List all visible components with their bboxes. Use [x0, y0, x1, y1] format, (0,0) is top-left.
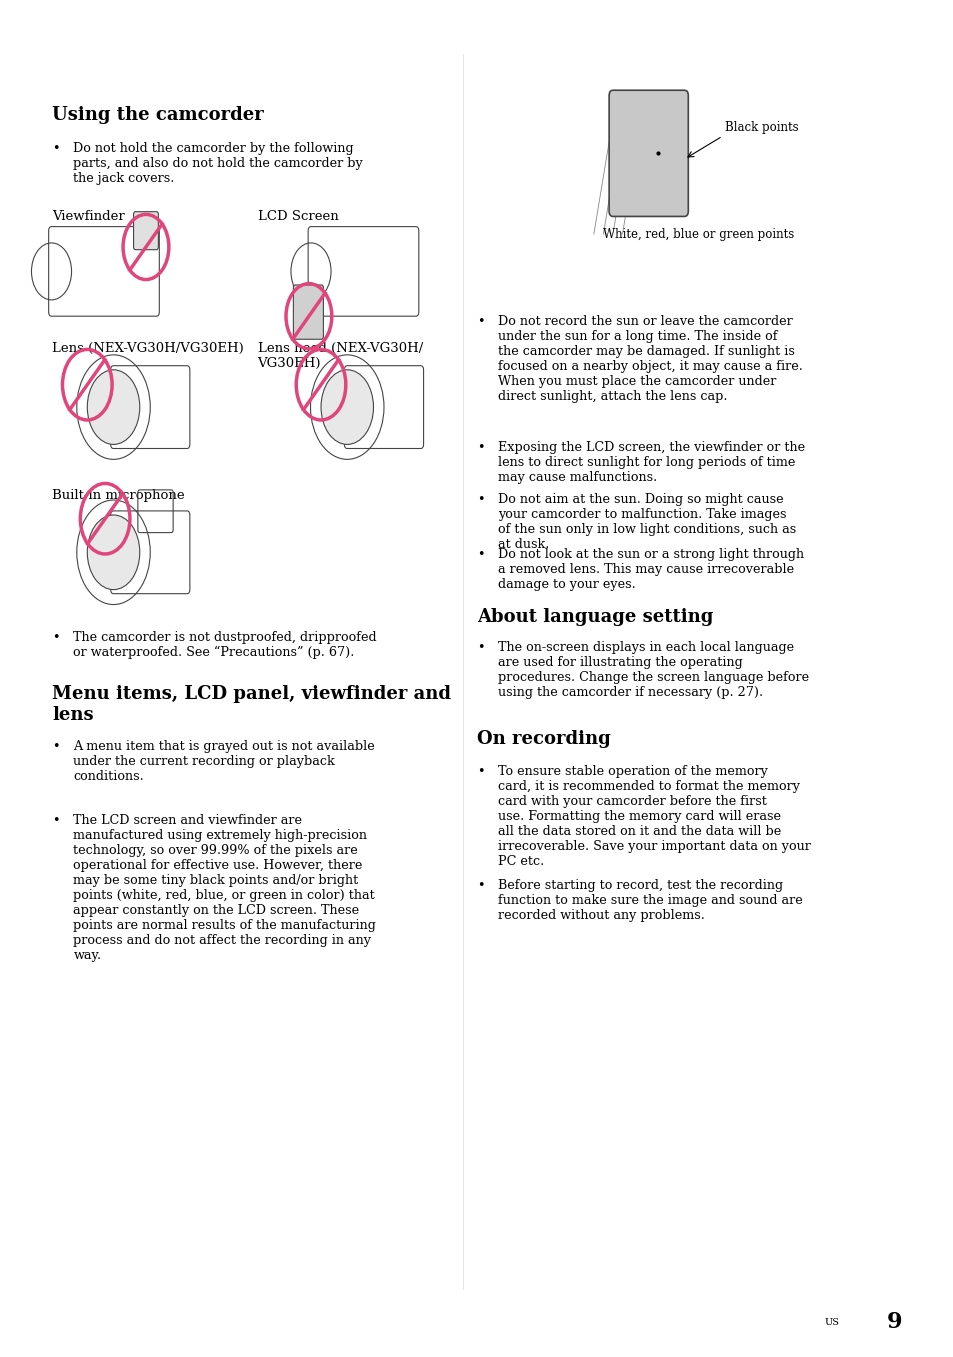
- Text: Viewfinder: Viewfinder: [52, 210, 125, 224]
- Text: Do not record the sun or leave the camcorder
under the sun for a long time. The : Do not record the sun or leave the camco…: [497, 315, 802, 403]
- Circle shape: [88, 516, 139, 590]
- Text: White, red, blue or green points: White, red, blue or green points: [602, 228, 794, 242]
- Circle shape: [88, 370, 139, 445]
- Text: •: •: [52, 631, 60, 645]
- FancyBboxPatch shape: [294, 285, 323, 339]
- Text: •: •: [476, 493, 484, 506]
- Text: 9: 9: [886, 1311, 902, 1333]
- Text: •: •: [476, 765, 484, 779]
- Text: The LCD screen and viewfinder are
manufactured using extremely high-precision
te: The LCD screen and viewfinder are manufa…: [73, 814, 375, 962]
- Text: •: •: [476, 548, 484, 562]
- FancyBboxPatch shape: [609, 91, 687, 217]
- Text: US: US: [823, 1318, 839, 1327]
- Text: LCD Screen: LCD Screen: [257, 210, 338, 224]
- Text: •: •: [476, 641, 484, 654]
- Text: Lens hood (NEX-VG30H/
VG30EH): Lens hood (NEX-VG30H/ VG30EH): [257, 342, 422, 370]
- Text: Lens (NEX-VG30H/VG30EH): Lens (NEX-VG30H/VG30EH): [52, 342, 244, 356]
- Text: •: •: [52, 142, 60, 156]
- Text: On recording: On recording: [476, 730, 610, 748]
- Text: Do not aim at the sun. Doing so might cause
your camcorder to malfunction. Take : Do not aim at the sun. Doing so might ca…: [497, 493, 796, 551]
- Text: Built-in microphone: Built-in microphone: [52, 489, 185, 502]
- Text: Menu items, LCD panel, viewfinder and
lens: Menu items, LCD panel, viewfinder and le…: [52, 685, 451, 725]
- Text: Before starting to record, test the recording
function to make sure the image an: Before starting to record, test the reco…: [497, 879, 801, 923]
- Circle shape: [320, 370, 374, 445]
- Text: •: •: [476, 879, 484, 893]
- Text: Do not hold the camcorder by the following
parts, and also do not hold the camco: Do not hold the camcorder by the followi…: [73, 142, 363, 186]
- Text: A menu item that is grayed out is not available
under the current recording or p: A menu item that is grayed out is not av…: [73, 740, 375, 783]
- Text: To ensure stable operation of the memory
card, it is recommended to format the m: To ensure stable operation of the memory…: [497, 765, 810, 868]
- Text: About language setting: About language setting: [476, 608, 713, 626]
- Text: Using the camcorder: Using the camcorder: [52, 106, 264, 123]
- Text: •: •: [476, 441, 484, 455]
- Text: •: •: [52, 814, 60, 828]
- Text: The on-screen displays in each local language
are used for illustrating the oper: The on-screen displays in each local lan…: [497, 641, 808, 699]
- Text: Black points: Black points: [724, 121, 798, 134]
- FancyBboxPatch shape: [133, 212, 158, 250]
- Text: The camcorder is not dustproofed, dripproofed
or waterproofed. See “Precautions”: The camcorder is not dustproofed, drippr…: [73, 631, 376, 660]
- Text: Do not look at the sun or a strong light through
a removed lens. This may cause : Do not look at the sun or a strong light…: [497, 548, 803, 592]
- Text: •: •: [476, 315, 484, 328]
- Text: •: •: [52, 740, 60, 753]
- Text: Exposing the LCD screen, the viewfinder or the
lens to direct sunlight for long : Exposing the LCD screen, the viewfinder …: [497, 441, 804, 484]
